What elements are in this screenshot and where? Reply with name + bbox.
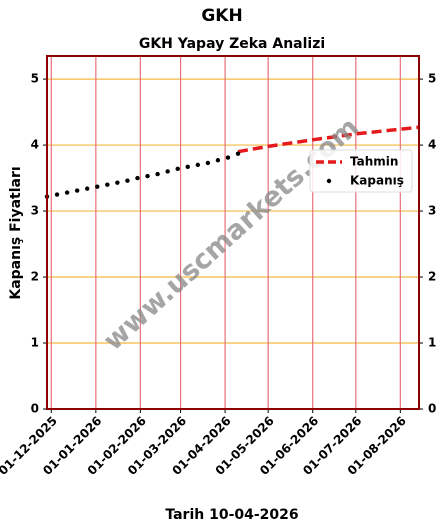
- legend-label: Tahmin: [350, 155, 398, 169]
- close-point: [74, 188, 80, 193]
- plot-frame: [46, 55, 420, 410]
- chart-subtitle: GKH Yapay Zeka Analizi: [139, 36, 325, 52]
- y-tick-label-right: 0: [428, 402, 436, 416]
- close-point: [115, 180, 120, 185]
- y-tick-label-right: 3: [428, 204, 436, 218]
- close-point: [195, 162, 201, 168]
- close-point: [205, 160, 211, 166]
- y-axis-label: Kapanış Fiyatları: [8, 166, 24, 299]
- y-tick-label: 1: [31, 336, 39, 350]
- chart-title: GKH: [201, 6, 242, 26]
- x-axis-label: Tarih 10-04-2026: [165, 507, 298, 523]
- y-tick-label-right: 4: [428, 138, 436, 152]
- y-tick-label: 4: [31, 138, 39, 152]
- close-point: [85, 186, 90, 191]
- legend: Tahmin Kapanış: [309, 149, 413, 193]
- close-point: [215, 158, 221, 163]
- y-tick-label: 0: [31, 402, 39, 416]
- close-point: [64, 190, 70, 195]
- y-tick-label-right: 5: [428, 72, 436, 86]
- close-point: [155, 171, 160, 177]
- y-tick-label: 2: [31, 270, 39, 284]
- legend-swatch: [326, 178, 332, 184]
- y-tick-label: 5: [31, 72, 39, 86]
- close-point: [105, 182, 110, 187]
- close-point: [145, 173, 150, 179]
- close-point: [54, 192, 60, 197]
- y-tick-label-right: 2: [428, 270, 436, 284]
- close-point: [175, 166, 180, 172]
- close-point: [135, 175, 140, 181]
- close-point: [125, 178, 130, 183]
- close-point: [235, 151, 241, 156]
- legend-label: Kapanış: [350, 174, 404, 188]
- y-tick-label-right: 1: [428, 336, 436, 350]
- close-point: [165, 169, 170, 174]
- watermark: www.uscmarkets.com: [98, 112, 365, 357]
- forecast-line: [237, 125, 420, 154]
- y-tick-label: 3: [31, 204, 39, 218]
- close-point: [185, 164, 190, 170]
- close-point: [95, 184, 100, 189]
- close-point: [225, 155, 231, 160]
